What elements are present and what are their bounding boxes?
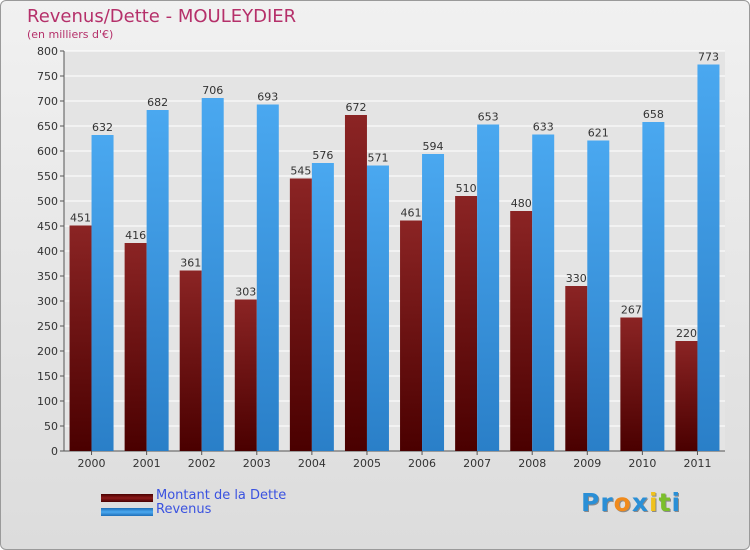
bar-dette — [620, 317, 643, 451]
bar-dette — [565, 286, 588, 451]
logo-letter: i — [649, 488, 659, 517]
data-label: 220 — [676, 327, 697, 340]
y-tick-label: 0 — [51, 445, 58, 458]
y-tick-label: 600 — [37, 145, 58, 158]
x-tick-label: 2005 — [353, 457, 381, 470]
x-tick-label: 2010 — [628, 457, 656, 470]
data-label: 461 — [401, 207, 422, 220]
x-tick-label: 2002 — [188, 457, 216, 470]
proxiti-logo: Proxiti — [581, 488, 681, 517]
x-tick-label: 2007 — [463, 457, 491, 470]
bar-revenus — [146, 110, 169, 451]
chart-title: Revenus/Dette - MOULEYDIER — [27, 6, 297, 27]
x-tick-label: 2004 — [298, 457, 326, 470]
data-label: 267 — [621, 304, 642, 317]
y-tick-label: 750 — [37, 70, 58, 83]
legend-label-revenus: Revenus — [156, 502, 212, 517]
bar-dette — [124, 243, 147, 451]
data-label: 693 — [257, 91, 278, 104]
data-label: 682 — [147, 96, 168, 109]
data-label: 571 — [367, 152, 388, 165]
bar-revenus — [697, 64, 720, 451]
y-tick-label: 800 — [37, 45, 58, 58]
x-tick-label: 2009 — [573, 457, 601, 470]
y-tick-label: 350 — [37, 270, 58, 283]
logo-letter: x — [631, 488, 649, 517]
data-label: 416 — [125, 229, 146, 242]
data-label: 653 — [478, 111, 499, 124]
bar-dette — [510, 211, 533, 451]
bar-dette — [69, 225, 92, 451]
x-tick-label: 2000 — [78, 457, 106, 470]
bar-revenus — [201, 98, 224, 451]
y-tick-label: 450 — [37, 220, 58, 233]
data-label: 576 — [312, 149, 333, 162]
data-label: 672 — [345, 101, 366, 114]
legend-swatch-dette — [101, 494, 153, 502]
bar-revenus — [477, 124, 500, 451]
bar-revenus — [422, 154, 445, 451]
bar-revenus — [587, 140, 610, 451]
data-label: 545 — [290, 165, 311, 178]
logo-letter: i — [671, 488, 682, 517]
bar-revenus — [532, 134, 555, 451]
bar-dette — [179, 270, 202, 451]
x-tick-label: 2011 — [683, 457, 711, 470]
y-tick-label: 150 — [37, 370, 58, 383]
data-label: 451 — [70, 212, 91, 225]
bar-revenus — [256, 104, 279, 451]
y-tick-label: 550 — [37, 170, 58, 183]
bar-revenus — [366, 165, 389, 451]
data-label: 361 — [180, 257, 201, 270]
data-label: 621 — [588, 127, 609, 140]
bar-dette — [455, 196, 478, 451]
data-label: 773 — [698, 51, 719, 64]
data-label: 303 — [235, 286, 256, 299]
y-tick-label: 250 — [37, 320, 58, 333]
y-tick-label: 650 — [37, 120, 58, 133]
data-label: 330 — [566, 272, 587, 285]
data-label: 594 — [423, 140, 444, 153]
y-tick-label: 300 — [37, 295, 58, 308]
y-tick-label: 400 — [37, 245, 58, 258]
data-label: 480 — [511, 197, 532, 210]
y-tick-label: 100 — [37, 395, 58, 408]
bar-dette — [400, 220, 423, 451]
bar-dette — [675, 341, 698, 451]
y-tick-label: 50 — [44, 420, 58, 433]
chart-subtitle: (en milliers d'€) — [27, 28, 114, 41]
legend-label-dette: Montant de la Dette — [156, 488, 287, 503]
logo-letter: o — [613, 488, 632, 517]
logo-letter: r — [600, 488, 614, 517]
bar-dette — [344, 115, 367, 451]
x-tick-label: 2003 — [243, 457, 271, 470]
bar-dette — [234, 299, 257, 451]
y-tick-label: 700 — [37, 95, 58, 108]
x-tick-label: 2006 — [408, 457, 436, 470]
logo-letter: t — [658, 488, 672, 517]
data-label: 658 — [643, 108, 664, 121]
bar-revenus — [311, 163, 334, 451]
x-tick-label: 2001 — [133, 457, 161, 470]
data-label: 632 — [92, 121, 113, 134]
logo-letter: P — [581, 488, 601, 517]
bar-dette — [289, 178, 312, 451]
data-label: 633 — [533, 121, 554, 134]
y-tick-label: 500 — [37, 195, 58, 208]
data-label: 510 — [456, 182, 477, 195]
bar-revenus — [91, 135, 114, 451]
bar-revenus — [642, 122, 665, 451]
data-label: 706 — [202, 84, 223, 97]
x-tick-label: 2008 — [518, 457, 546, 470]
legend-swatch-revenus — [101, 508, 153, 516]
y-tick-label: 200 — [37, 345, 58, 358]
